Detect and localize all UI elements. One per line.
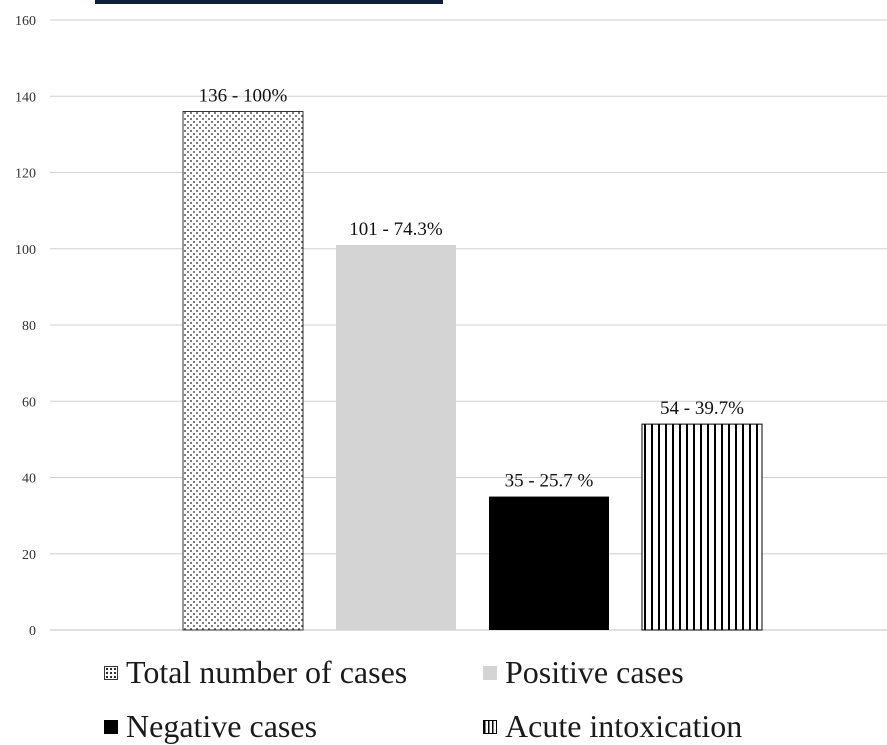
legend-item-negative: Negative cases bbox=[104, 708, 317, 745]
data-label: 136 - 100% bbox=[199, 86, 288, 107]
bar-positive-cases bbox=[336, 244, 456, 630]
legend-item-positive: Positive cases bbox=[483, 654, 684, 691]
dotted-swatch-icon bbox=[104, 665, 118, 680]
data-label: 35 - 25.7 % bbox=[505, 471, 594, 492]
y-tick-label: 20 bbox=[22, 548, 36, 563]
top-border-decoration bbox=[95, 0, 443, 4]
bar-chart: 0 20 40 60 80 100 120 140 160 136 - 100% 101 - 74… bbox=[15, 14, 887, 639]
legend-label-negative: Negative cases bbox=[126, 708, 318, 744]
y-tick-label: 60 bbox=[22, 395, 36, 410]
legend-label-positive: Positive cases bbox=[505, 654, 684, 690]
bar-acute-intoxication bbox=[641, 423, 763, 631]
y-tick-label: 0 bbox=[29, 624, 36, 639]
bars bbox=[182, 111, 763, 631]
data-label: 54 - 39.7% bbox=[660, 398, 744, 419]
y-axis-tick-labels: 0 20 40 60 80 100 120 140 160 bbox=[15, 14, 36, 639]
y-tick-label: 140 bbox=[15, 90, 36, 105]
data-labels: 136 - 100% 101 - 74.3% 35 - 25.7 % 54 - 39.… bbox=[199, 86, 744, 492]
black-swatch-icon bbox=[104, 719, 118, 734]
legend-label-total: Total number of cases bbox=[126, 654, 408, 690]
bar-total-number-of-cases bbox=[182, 111, 304, 631]
legend: Total number of cases Positive cases Neg… bbox=[0, 650, 887, 745]
y-tick-label: 160 bbox=[15, 14, 36, 29]
grey-swatch-icon bbox=[483, 665, 497, 680]
legend-label-acute: Acute intoxication bbox=[505, 708, 743, 744]
bar-negative-cases bbox=[489, 496, 609, 630]
y-tick-label: 80 bbox=[22, 319, 36, 334]
legend-item-total: Total number of cases bbox=[104, 654, 407, 691]
striped-swatch-icon bbox=[483, 719, 497, 734]
y-tick-label: 120 bbox=[15, 167, 36, 182]
data-label: 101 - 74.3% bbox=[349, 219, 443, 240]
legend-item-acute: Acute intoxication bbox=[483, 708, 742, 745]
y-tick-label: 100 bbox=[15, 243, 36, 258]
y-tick-label: 40 bbox=[22, 472, 36, 487]
